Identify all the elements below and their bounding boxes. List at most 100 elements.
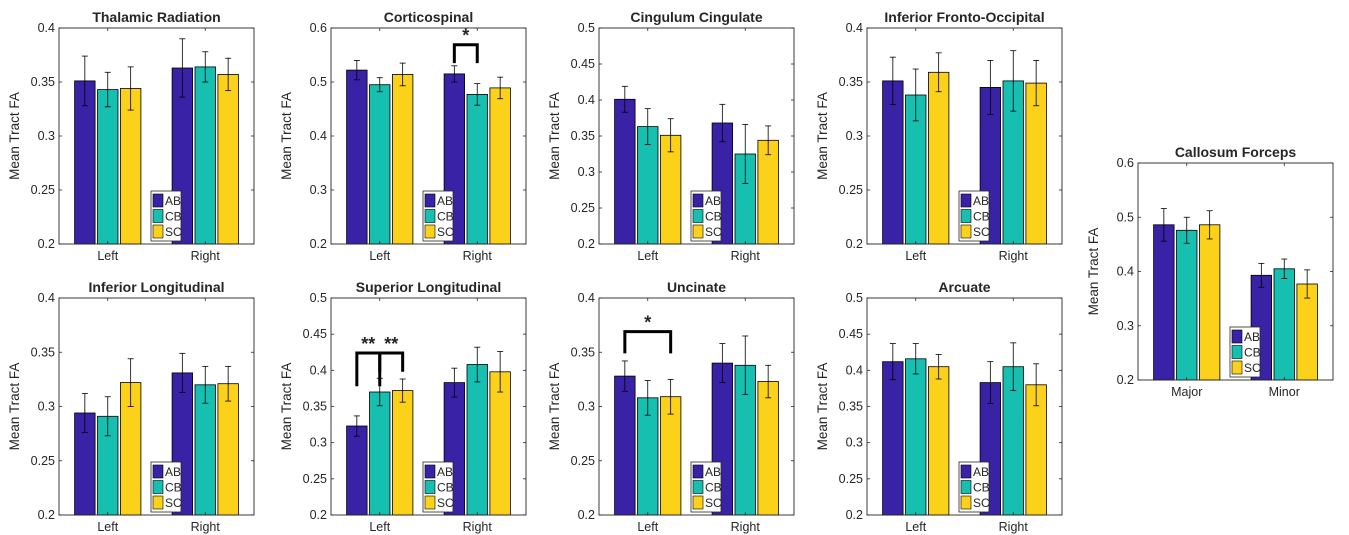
y-tick-label: 0.2 — [1117, 373, 1134, 387]
legend-swatch-sc — [960, 224, 972, 239]
legend-label-cb: CB — [1244, 346, 1261, 360]
x-tick-label: Left — [369, 520, 390, 534]
legend-swatch-cb — [152, 209, 164, 223]
legend-swatch-sc — [960, 495, 972, 510]
legend-swatch-cb — [424, 480, 436, 494]
y-tick-label: 0.6 — [310, 21, 327, 35]
bar-cb-major — [1176, 229, 1198, 381]
y-tick-label: 0.3 — [310, 183, 327, 197]
legend-label-ab: AB — [973, 194, 989, 208]
y-tick-label: 0.25 — [303, 472, 327, 486]
legend-label-ab: AB — [165, 194, 181, 208]
legend-label-sc: SC — [165, 496, 182, 510]
y-tick-label: 0.2 — [310, 237, 327, 251]
y-tick-label: 0.4 — [310, 129, 327, 143]
chart-title: Arcuate — [938, 279, 990, 295]
significance-label: * — [462, 26, 469, 46]
y-tick-label: 0.35 — [839, 75, 863, 89]
legend-label-sc: SC — [705, 225, 722, 239]
significance-label: ** — [384, 334, 398, 354]
chart-title: Uncinate — [667, 279, 726, 295]
y-tick-label: 0.35 — [571, 345, 595, 359]
y-tick-label: 0.5 — [1117, 210, 1134, 224]
bar-cb-left — [905, 358, 927, 516]
x-tick-label: Right — [463, 249, 493, 263]
legend-swatch-ab — [152, 464, 164, 479]
x-tick-label: Left — [905, 249, 926, 263]
legend-swatch-sc — [424, 495, 436, 510]
x-tick-label: Right — [731, 249, 761, 263]
y-tick-label: 0.4 — [38, 21, 55, 35]
bar-sc-right — [1025, 82, 1047, 245]
y-tick-label: 0.2 — [846, 237, 863, 251]
y-axis-label: Mean Tract FA — [547, 363, 562, 451]
bar-ab-left — [882, 80, 904, 245]
y-axis-label: Mean Tract FA — [279, 92, 294, 180]
legend-swatch-ab — [960, 464, 972, 479]
legend-label-cb: CB — [705, 210, 722, 224]
y-axis-label: Mean Tract FA — [815, 363, 830, 451]
legend-swatch-cb — [960, 209, 972, 223]
y-tick-label: 0.4 — [1117, 265, 1134, 279]
bar-sc-left — [391, 390, 414, 516]
legend-label-sc: SC — [437, 496, 454, 510]
legend-label-cb: CB — [165, 210, 182, 224]
y-tick-label: 0.3 — [38, 129, 55, 143]
legend-swatch-ab — [424, 193, 436, 208]
chart-title: Thalamic Radiation — [92, 9, 220, 25]
chart-thalamic-radiation: 0.2 0.25 0.3 0.35 0.4 Left Right Thalamic Radia… — [7, 9, 255, 263]
y-tick-label: 0.2 — [310, 508, 327, 522]
bar-cb-right — [466, 94, 488, 245]
y-tick-label: 0.5 — [578, 21, 595, 35]
bar-cb-right — [194, 384, 216, 516]
x-tick-label: Major — [1171, 385, 1202, 399]
chart-arcuate: 0.2 0.25 0.3 0.35 0.4 0.45 0.5 Left Right Arcuate… — [815, 279, 1063, 534]
bar-sc-right — [217, 74, 239, 245]
chart-callosum-forceps: 0.2 0.3 0.4 0.5 0.6 Major Minor Callosum Forcep… — [1086, 144, 1334, 399]
legend-label-ab: AB — [705, 465, 721, 479]
legend-swatch-sc — [692, 224, 704, 239]
y-axis-label: Mean Tract FA — [7, 92, 22, 180]
y-tick-label: 0.45 — [303, 327, 327, 341]
bar-sc-left — [391, 74, 414, 245]
x-tick-label: Right — [999, 249, 1029, 263]
y-tick-label: 0.25 — [839, 472, 863, 486]
y-tick-label: 0.25 — [839, 183, 863, 197]
bar-cb-right — [466, 364, 488, 516]
x-tick-label: Right — [191, 520, 221, 534]
bar-ab-left — [346, 425, 368, 516]
y-tick-label: 0.4 — [578, 291, 595, 305]
y-tick-label: 0.4 — [846, 21, 863, 35]
legend-swatch-cb — [424, 209, 436, 223]
bar-cb-minor — [1273, 268, 1295, 381]
bar-ab-left — [346, 69, 368, 245]
x-tick-label: Left — [369, 249, 390, 263]
bar-cb-left — [369, 391, 391, 516]
chart-uncinate: 0.2 0.25 0.3 0.35 0.4 Left Right Uncinate Mean T… — [547, 279, 795, 534]
significance-label: ** — [361, 334, 375, 354]
x-tick-label: Left — [97, 249, 118, 263]
legend-label-ab: AB — [165, 465, 181, 479]
legend-label-cb: CB — [973, 210, 990, 224]
y-tick-label: 0.45 — [571, 57, 595, 71]
bar-sc-major — [1199, 224, 1221, 381]
bar-ab-left — [614, 98, 636, 245]
chart-superior-longitudinal: 0.2 0.25 0.3 0.35 0.4 0.45 0.5 Left Right Superio… — [279, 279, 527, 534]
bar-sc-right — [489, 371, 511, 516]
y-tick-label: 0.4 — [310, 363, 327, 377]
x-tick-label: Minor — [1269, 385, 1300, 399]
y-tick-label: 0.35 — [839, 400, 863, 414]
legend-label-sc: SC — [973, 496, 990, 510]
y-tick-label: 0.5 — [310, 291, 327, 305]
chart-corticospinal: 0.2 0.3 0.4 0.5 0.6 Left Right Corticospinal Mea… — [279, 9, 527, 263]
x-tick-label: Right — [731, 520, 761, 534]
y-axis-label: Mean Tract FA — [7, 363, 22, 451]
y-tick-label: 0.3 — [38, 400, 55, 414]
significance-bracket — [378, 351, 405, 372]
y-tick-label: 0.5 — [846, 291, 863, 305]
legend-label-sc: SC — [973, 225, 990, 239]
chart-inferior-longitudinal: 0.2 0.25 0.3 0.35 0.4 Left Right Inferior Longi… — [7, 279, 255, 534]
legend-swatch-ab — [960, 193, 972, 208]
legend-swatch-sc — [692, 495, 704, 510]
x-tick-label: Left — [637, 249, 658, 263]
